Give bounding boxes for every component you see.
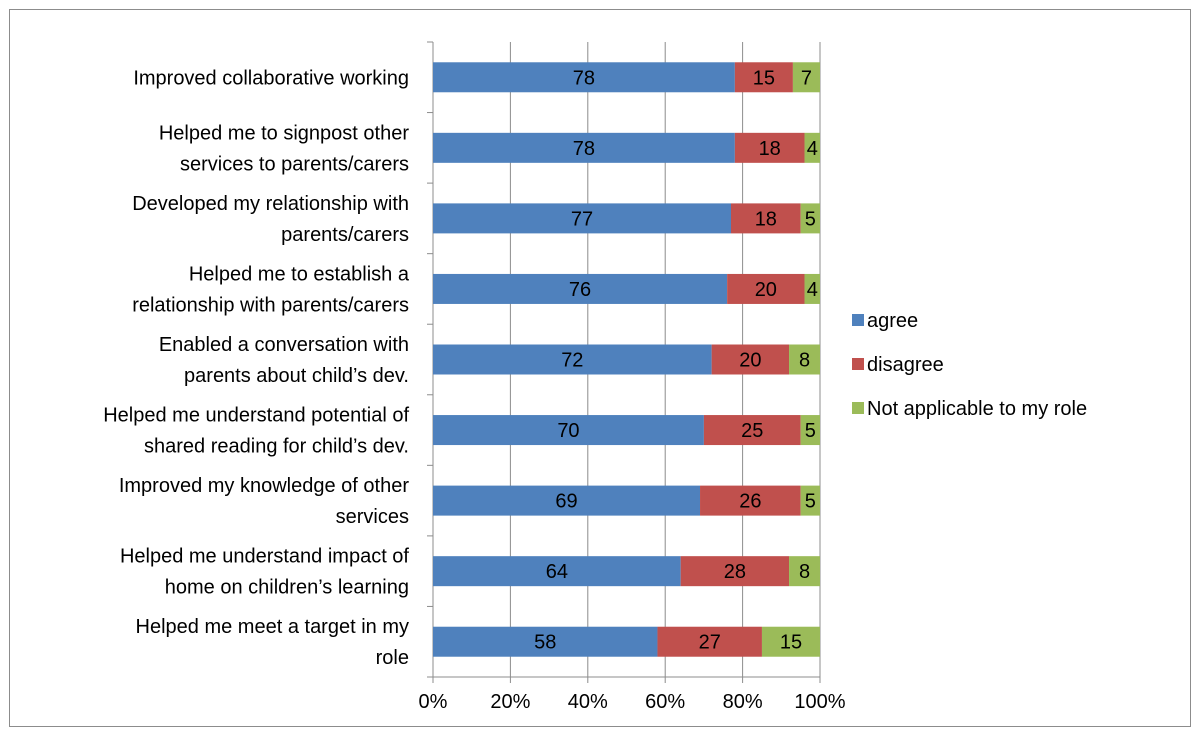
category-label-line: services (336, 506, 409, 528)
bar-segment-disagree (734, 132, 805, 163)
category-label-line: home on children’s learning (165, 577, 409, 599)
data-label: 70 (557, 420, 579, 442)
data-label: 78 (573, 138, 595, 160)
category-label: Improved my knowledge of other services (119, 475, 409, 528)
x-tick-label: 80% (723, 691, 763, 713)
category-label-line: Developed my relationship with (132, 193, 409, 215)
bar-segment-disagree (703, 415, 801, 446)
bar-segment-disagree (680, 556, 790, 587)
x-tick-label: 40% (568, 691, 608, 713)
data-label: 69 (555, 491, 577, 513)
legend-swatch (852, 402, 864, 414)
data-label: 15 (780, 632, 802, 654)
category-label-line: Helped me meet a target in my (136, 616, 409, 638)
legend-label: agree (867, 310, 918, 332)
x-tick-label: 20% (490, 691, 530, 713)
bar-segment-agree (433, 132, 735, 163)
data-label: 26 (739, 491, 761, 513)
data-label: 5 (805, 491, 816, 513)
bar-segment-agree (433, 626, 658, 657)
bar-segment-disagree (730, 203, 801, 234)
data-label: 7 (801, 67, 812, 89)
data-label: 8 (799, 350, 810, 372)
bar-segment-agree (433, 273, 728, 304)
bar-segment-not-applicable-to-my-role (800, 485, 820, 516)
bar-segment-not-applicable-to-my-role (789, 344, 820, 375)
data-label: 72 (561, 350, 583, 372)
category-label-line: parents/carers (281, 224, 409, 246)
legend-label: disagree (867, 354, 944, 376)
data-label: 25 (741, 420, 763, 442)
category-label: Helped me to signpost other services to p… (159, 122, 409, 175)
data-label: 28 (724, 561, 746, 583)
data-label: 5 (805, 208, 816, 230)
data-label: 4 (807, 138, 818, 160)
category-label-line: Enabled a conversation with (159, 334, 409, 356)
category-label-line: relationship with parents/carers (132, 294, 409, 316)
bar-segment-disagree (711, 344, 790, 375)
data-label: 58 (534, 632, 556, 654)
x-tick-label: 0% (419, 691, 448, 713)
category-label-line: Helped me to signpost other (159, 122, 409, 144)
data-label: 18 (759, 138, 781, 160)
legend-swatch (852, 314, 864, 326)
category-label-line: parents about child’s dev. (184, 365, 409, 387)
bar-segment-disagree (734, 62, 793, 93)
data-label: 15 (753, 67, 775, 89)
category-label-line: Improved collaborative working (133, 67, 409, 89)
category-label-line: Improved my knowledge of other (119, 475, 409, 497)
bar-segment-not-applicable-to-my-role (789, 556, 820, 587)
bar-segment-agree (433, 344, 712, 375)
category-label-line: Helped me understand potential of (103, 405, 409, 427)
bar-segment-not-applicable-to-my-role (804, 132, 820, 163)
category-label: Helped me understand impact of home on ch… (120, 546, 409, 599)
data-label: 78 (573, 67, 595, 89)
data-label: 27 (699, 632, 721, 654)
bar-segment-agree (433, 203, 731, 234)
category-label-line: shared reading for child’s dev. (144, 436, 409, 458)
x-tick-label: 100% (794, 691, 845, 713)
data-label: 20 (739, 350, 761, 372)
category-label: Helped me to establish a relationship wit… (132, 263, 410, 316)
bar-segment-disagree (657, 626, 762, 657)
data-label: 20 (755, 279, 777, 301)
data-label: 76 (569, 279, 591, 301)
data-label: 4 (807, 279, 818, 301)
data-label: 64 (546, 561, 568, 583)
category-label-line: Helped me to establish a (189, 263, 410, 285)
category-label: Developed my relationship with parents/ca… (132, 193, 409, 246)
data-label: 18 (755, 208, 777, 230)
category-label-line: Helped me understand impact of (120, 546, 409, 568)
data-label: 5 (805, 420, 816, 442)
bar-segment-agree (433, 485, 701, 516)
bar-segment-agree (433, 62, 735, 93)
bar-segment-not-applicable-to-my-role (800, 415, 820, 446)
category-label: Helped me meet a target in my role (136, 616, 409, 669)
category-label-line: services to parents/carers (180, 153, 409, 175)
category-label: Enabled a conversation with parents about… (159, 334, 409, 387)
category-label: Helped me understand potential of shared … (103, 405, 409, 458)
data-label: 8 (799, 561, 810, 583)
bar-segment-disagree (727, 273, 805, 304)
x-tick-label: 60% (645, 691, 685, 713)
bar-segment-not-applicable-to-my-role (800, 203, 820, 234)
bar-segment-not-applicable-to-my-role (804, 273, 820, 304)
bar-segment-agree (433, 556, 681, 587)
legend-swatch (852, 358, 864, 370)
bar-segment-disagree (700, 485, 801, 516)
bar-segment-not-applicable-to-my-role (761, 626, 820, 657)
category-label: Improved collaborative working (133, 67, 409, 89)
bar-segment-not-applicable-to-my-role (792, 62, 820, 93)
bar-segment-agree (433, 415, 704, 446)
legend-label: Not applicable to my role (867, 398, 1087, 420)
category-label-line: role (376, 647, 409, 669)
data-label: 77 (571, 208, 593, 230)
